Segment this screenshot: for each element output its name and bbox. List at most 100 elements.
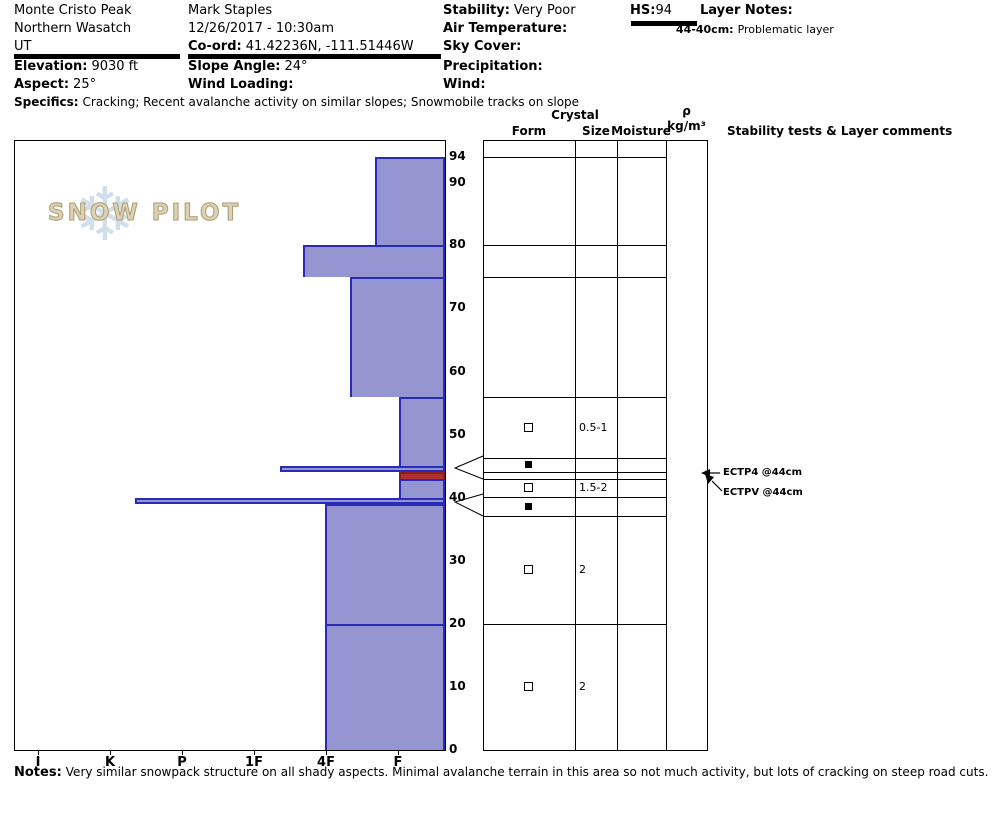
hardness-axis-tick xyxy=(326,750,327,755)
depth-tick-label: 20 xyxy=(449,616,466,630)
crystal-row-line xyxy=(483,479,666,480)
hardness-axis-label: F xyxy=(393,755,403,770)
aspect-line: Aspect: 25° xyxy=(14,77,97,93)
specifics-line: Specifics: Cracking; Recent avalanche act… xyxy=(14,95,579,110)
notes-line: Notes: Very similar snowpack structure on… xyxy=(14,765,989,781)
depth-tick-label: 70 xyxy=(449,300,466,314)
snow-layer-bar-39-20 xyxy=(325,504,445,624)
layer-notes-label: Layer Notes: xyxy=(700,3,793,18)
crystal-row-line xyxy=(483,277,666,278)
depth-tick-label: 50 xyxy=(449,427,466,441)
slope-angle-value: 24° xyxy=(284,59,308,74)
slope-angle-line: Slope Angle: 24° xyxy=(188,59,308,75)
specifics-label: Specifics: xyxy=(14,95,79,109)
coord-label: Co-ord: xyxy=(188,39,242,54)
snowflake-icon: ❄ xyxy=(74,172,137,258)
notes-label: Notes: xyxy=(14,765,62,780)
size-column-header: Size xyxy=(582,124,610,138)
state: UT xyxy=(14,39,32,54)
layer-note-depth: 44-40cm: xyxy=(676,23,734,36)
hardness-axis-label: K xyxy=(104,755,116,770)
crystal-grid-vline xyxy=(707,140,708,750)
crystal-form-faceted-icon xyxy=(524,483,533,492)
stability-tests-column-header: Stability tests & Layer comments xyxy=(727,124,953,138)
crystal-grid-vline xyxy=(617,140,618,750)
precipitation-label: Precipitation: xyxy=(443,59,543,74)
snow-layer-bar-94-80 xyxy=(375,157,445,245)
crystal-frame-top xyxy=(483,140,708,141)
site-name: Monte Cristo Peak xyxy=(14,3,132,18)
hardness-axis-tick xyxy=(254,750,255,755)
hs-line: HS:94 xyxy=(630,3,672,19)
crystal-row-line xyxy=(483,472,666,473)
crystal-size-value: 0.5-1 xyxy=(579,420,608,434)
crystal-form-faceted-icon xyxy=(524,682,533,691)
crystal-row-line xyxy=(483,458,666,459)
snowpilot-logo-text: SNOW PILOT xyxy=(47,200,242,227)
crystal-size-value: 1.5-2 xyxy=(579,481,608,494)
form-column-header: Form xyxy=(511,124,547,138)
region: Northern Wasatch xyxy=(14,21,132,36)
depth-tick-label: 40 xyxy=(449,490,466,504)
aspect-label: Aspect: xyxy=(14,77,70,92)
hardness-axis-label: I xyxy=(35,755,41,770)
crystal-row-line xyxy=(483,157,666,158)
density-unit-header: kg/m³ xyxy=(667,119,706,133)
divider-bar-middle xyxy=(188,54,441,59)
hardness-axis-label: 1F xyxy=(245,755,263,770)
hardness-axis-tick xyxy=(110,750,111,755)
observation-datetime: 12/26/2017 - 10:30am xyxy=(188,21,334,36)
elevation-line: Elevation: 9030 ft xyxy=(14,59,139,75)
crystal-form-filled-icon xyxy=(525,461,532,468)
divider-bar-left xyxy=(14,54,180,59)
aspect-value: 25° xyxy=(73,77,97,92)
layer-note-line: 44-40cm: Problematic layer xyxy=(676,23,834,37)
snow-layer-bar-20-0 xyxy=(325,624,445,750)
crystal-row-line xyxy=(483,397,666,398)
crystal-row-line xyxy=(483,516,666,517)
depth-tick-label: 0 xyxy=(449,742,458,756)
depth-tick-label: 80 xyxy=(449,237,466,251)
elevation-label: Elevation: xyxy=(14,59,88,74)
crystal-size-value: 2 xyxy=(579,680,586,693)
stability-line: Stability: Very Poor xyxy=(443,3,576,19)
crystal-row-line xyxy=(483,245,666,246)
snow-layer-bar-44-43 xyxy=(399,472,445,479)
crystal-form-faceted-icon xyxy=(524,422,533,432)
stability-value: Very Poor xyxy=(513,3,576,18)
notes-text: Very similar snowpack structure on all s… xyxy=(65,765,989,779)
density-symbol-header: ρ xyxy=(682,104,691,118)
moisture-column-header: Moisture xyxy=(611,124,671,138)
depth-tick-label: 30 xyxy=(449,553,466,567)
wind-loading-label: Wind Loading: xyxy=(188,77,294,92)
snow-layer-bar-80-75 xyxy=(303,245,445,277)
crystal-size-value: 2 xyxy=(579,563,586,576)
stability-test-label: ECTPV @44cm xyxy=(723,487,803,498)
depth-tick-label: 10 xyxy=(449,679,466,693)
crystal-frame-bottom xyxy=(483,750,708,751)
hardness-axis-tick xyxy=(182,750,183,755)
snow-layer-bar-56-45 xyxy=(399,397,445,466)
snow-layer-bar-40-39 xyxy=(135,498,445,504)
crystal-grid-vline xyxy=(483,140,484,750)
slope-angle-label: Slope Angle: xyxy=(188,59,281,74)
crystal-grid-vline xyxy=(666,140,667,750)
hardness-axis-tick xyxy=(38,750,39,755)
crystal-form-filled-icon xyxy=(525,502,532,510)
depth-tick-label: 94 xyxy=(449,149,466,163)
air-temperature-label: Air Temperature: xyxy=(443,21,568,36)
stability-label: Stability: xyxy=(443,3,510,18)
hardness-axis-tick xyxy=(398,750,399,755)
crystal-row-line xyxy=(483,497,666,498)
crystal-group-header: Crystal xyxy=(551,108,599,122)
snow-layer-bar-75-56 xyxy=(350,277,445,397)
depth-tick-label: 60 xyxy=(449,364,466,378)
hs-value: 94 xyxy=(655,3,672,18)
hs-label: HS: xyxy=(630,3,656,18)
divider-bar-hs xyxy=(631,21,697,26)
coord-value: 41.42236N, -111.51446W xyxy=(245,39,414,54)
profile-frame-top xyxy=(14,140,445,141)
elevation-value: 9030 ft xyxy=(91,59,139,74)
